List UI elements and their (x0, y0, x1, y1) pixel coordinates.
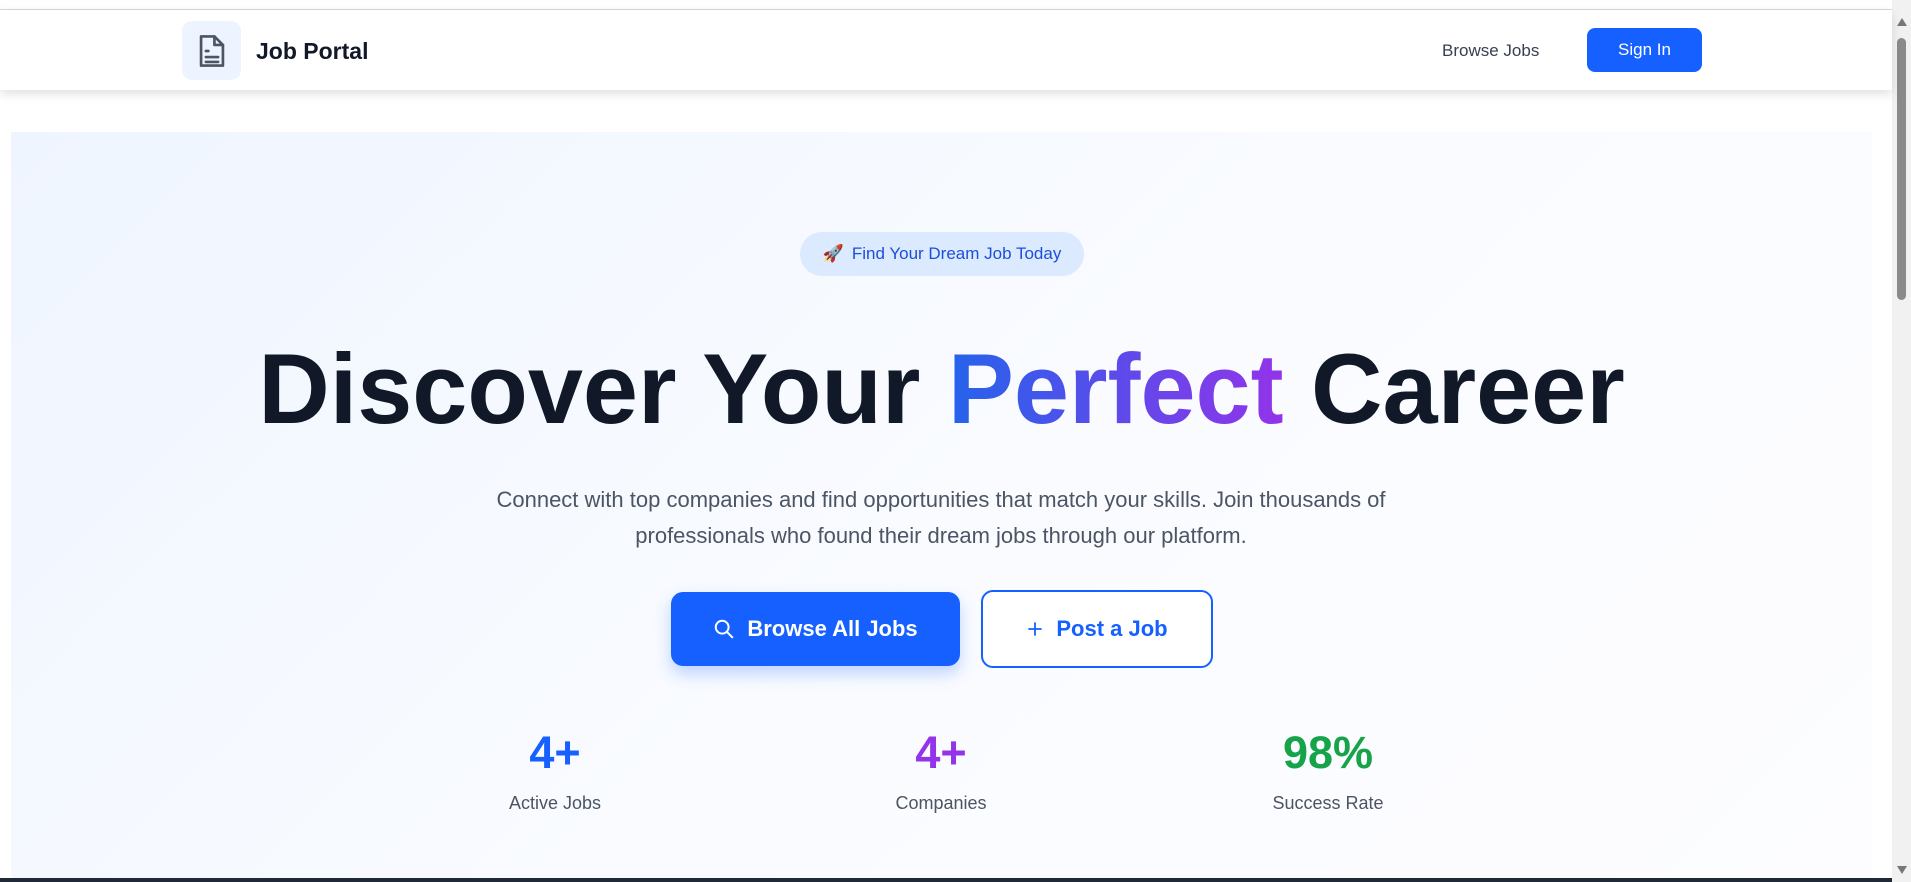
document-icon (199, 34, 224, 67)
hero-subtitle: Connect with top companies and find oppo… (496, 487, 1386, 548)
brand-name[interactable]: Job Portal (256, 38, 369, 64)
sign-in-button[interactable]: Sign In (1587, 28, 1702, 72)
button-label: Browse All Jobs (747, 616, 918, 641)
browse-all-jobs-button[interactable]: Browse All Jobs (671, 592, 960, 666)
plus-icon (1028, 622, 1043, 636)
title-highlight: Perfect (947, 333, 1284, 444)
browser-top-edge (0, 0, 1892, 10)
search-icon (715, 619, 734, 639)
badge-text: Find Your Dream Job Today (851, 244, 1062, 263)
button-label: Post a Job (1056, 616, 1168, 641)
page-bottom-edge (0, 878, 1892, 882)
vertical-scrollbar[interactable] (1892, 0, 1911, 882)
stat-companies: 4+ Companies (791, 727, 1091, 814)
stat-label: Success Rate (1272, 793, 1384, 813)
nav-browse-jobs[interactable]: Browse Jobs (1442, 41, 1540, 60)
site-header: Job Portal Browse Jobs Sign In (0, 10, 1892, 90)
stat-value: 4+ (529, 727, 581, 778)
stat-value: 98% (1282, 727, 1374, 778)
title-part: Career (1283, 333, 1625, 444)
post-job-button[interactable]: Post a Job (981, 590, 1213, 668)
tagline-badge: 🚀 Find Your Dream Job Today (800, 232, 1084, 276)
logo[interactable] (182, 21, 241, 80)
scroll-up-arrow-icon[interactable] (1897, 18, 1907, 26)
stat-success-rate: 98% Success Rate (1178, 727, 1478, 814)
stat-value: 4+ (915, 727, 967, 778)
rocket-icon: 🚀 (822, 244, 844, 263)
title-part: Discover Your (258, 333, 948, 444)
scroll-down-arrow-icon[interactable] (1897, 866, 1907, 874)
hero-title: Discover Your Perfect Career (11, 332, 1872, 446)
stat-active-jobs: 4+ Active Jobs (405, 727, 705, 814)
scrollbar-thumb[interactable] (1897, 38, 1906, 300)
stat-label: Active Jobs (508, 793, 602, 813)
hero-section: 🚀 Find Your Dream Job Today Discover You… (11, 132, 1872, 878)
stat-label: Companies (895, 793, 987, 813)
